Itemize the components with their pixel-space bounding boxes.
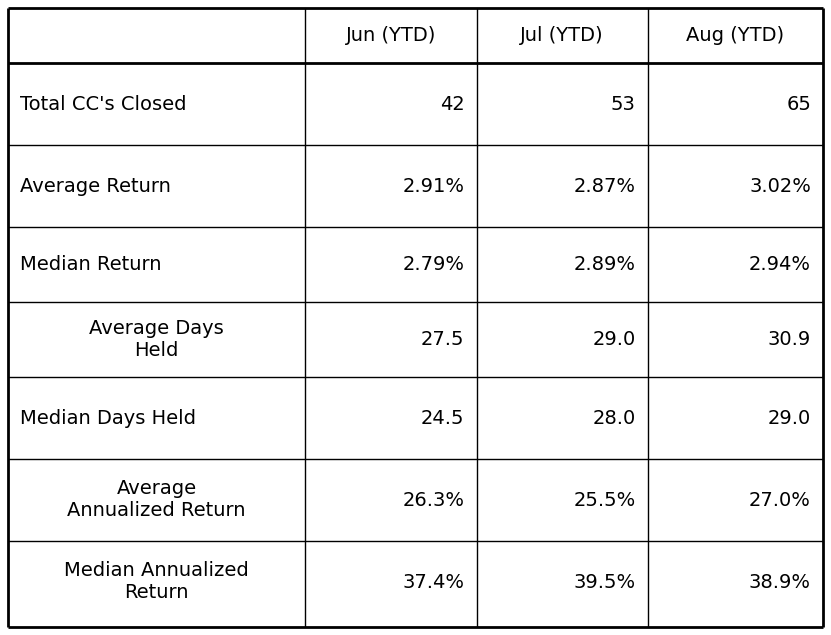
Text: 65: 65 xyxy=(786,95,811,114)
Text: 29.0: 29.0 xyxy=(593,330,636,349)
Text: 39.5%: 39.5% xyxy=(573,573,636,591)
Text: 53: 53 xyxy=(611,95,636,114)
Text: Median Return: Median Return xyxy=(20,255,161,274)
Text: Jul (YTD): Jul (YTD) xyxy=(520,26,604,45)
Text: 2.91%: 2.91% xyxy=(403,177,465,196)
Text: 3.02%: 3.02% xyxy=(749,177,811,196)
Text: 2.89%: 2.89% xyxy=(573,255,636,274)
Text: Jun (YTD): Jun (YTD) xyxy=(346,26,436,45)
Text: 38.9%: 38.9% xyxy=(749,573,811,591)
Text: 42: 42 xyxy=(440,95,465,114)
Text: Total CC's Closed: Total CC's Closed xyxy=(20,95,186,114)
Text: Average Days
Held: Average Days Held xyxy=(90,319,224,360)
Text: 2.79%: 2.79% xyxy=(403,255,465,274)
Text: Average
Annualized Return: Average Annualized Return xyxy=(67,479,246,521)
Text: Median Days Held: Median Days Held xyxy=(20,408,196,427)
Text: 29.0: 29.0 xyxy=(768,408,811,427)
Text: 24.5: 24.5 xyxy=(421,408,465,427)
Text: Average Return: Average Return xyxy=(20,177,171,196)
Text: 27.0%: 27.0% xyxy=(749,490,811,509)
Text: 27.5: 27.5 xyxy=(421,330,465,349)
Text: 26.3%: 26.3% xyxy=(403,490,465,509)
Text: Aug (YTD): Aug (YTD) xyxy=(686,26,784,45)
Text: 28.0: 28.0 xyxy=(593,408,636,427)
Text: Median Annualized
Return: Median Annualized Return xyxy=(64,561,249,603)
Text: 2.87%: 2.87% xyxy=(573,177,636,196)
Text: 25.5%: 25.5% xyxy=(573,490,636,509)
Text: 37.4%: 37.4% xyxy=(403,573,465,591)
Text: 30.9: 30.9 xyxy=(768,330,811,349)
Text: 2.94%: 2.94% xyxy=(749,255,811,274)
